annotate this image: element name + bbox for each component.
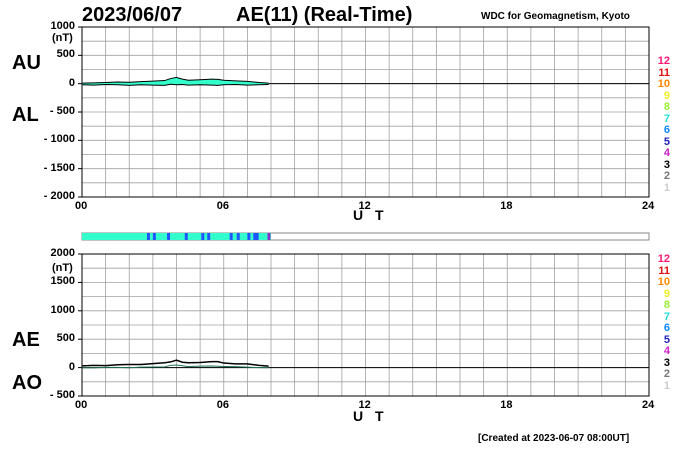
au-al-band — [82, 77, 269, 86]
plot-frame — [81, 253, 650, 397]
y-tick-label: 0 — [68, 360, 75, 373]
x-tick-label: 24 — [642, 200, 655, 212]
legend-station-count: 2 — [663, 170, 670, 182]
legend-station-count: 7 — [663, 310, 670, 323]
x-tick-label: 18 — [500, 200, 513, 212]
x-axis-label-1: U T — [353, 207, 388, 223]
x-tick-label: 24 — [642, 399, 655, 411]
unit-label-1: (nT) — [52, 32, 73, 44]
x-tick-label: 06 — [216, 200, 229, 212]
coverage-mark — [229, 233, 233, 240]
x-tick-label: 00 — [75, 200, 88, 212]
legend-station-count: 5 — [663, 135, 670, 148]
coverage-mark — [207, 233, 211, 240]
created-timestamp: [Created at 2023-06-07 08:00UT] — [478, 433, 630, 444]
coverage-mark — [267, 233, 271, 240]
legend-station-count: 4 — [663, 345, 670, 357]
legend-station-count: 6 — [663, 124, 670, 136]
x-tick-label: 00 — [75, 399, 88, 411]
coverage-mark — [167, 233, 171, 240]
legend-station-count: 12 — [657, 55, 670, 67]
x-axis-label-2: U T — [353, 408, 388, 424]
coverage-mark — [236, 233, 240, 240]
y-tick-label: 2000 — [50, 247, 75, 259]
chart-date: 2023/06/07 — [82, 4, 183, 26]
x-tick-label: 12 — [358, 399, 371, 411]
legend-station-count: 2 — [663, 368, 670, 380]
coverage-mark — [146, 233, 150, 240]
y-tick-label: - 500 — [49, 105, 75, 117]
al-label: AL — [12, 104, 39, 126]
y-tick-label: 500 — [56, 48, 75, 61]
x-tick-label: 06 — [216, 399, 229, 411]
y-tick-label: - 500 — [49, 389, 75, 401]
legend-station-count: 9 — [663, 287, 670, 300]
ao-series-line — [82, 364, 269, 369]
ae-series-line — [81, 359, 269, 367]
y-tick-label: - 1500 — [43, 161, 75, 174]
legend-station-count: 7 — [663, 112, 670, 125]
x-tick-label: 18 — [500, 399, 513, 411]
coverage-mark — [247, 233, 251, 240]
legend-station-count: 3 — [663, 158, 670, 171]
legend-station-count: 12 — [657, 253, 670, 265]
data-source: WDC for Geomagnetism, Kyoto — [481, 11, 630, 22]
y-tick-label: 1000 — [50, 303, 75, 316]
x-tick-label: 12 — [358, 200, 371, 212]
legend-station-count: 11 — [658, 66, 670, 79]
legend-station-count: 1 — [663, 379, 670, 392]
y-tick-label: 1500 — [50, 275, 75, 288]
coverage-bar-fill — [82, 233, 271, 240]
legend-station-count: 1 — [663, 181, 670, 194]
legend-station-count: 10 — [657, 276, 670, 288]
al-series-line — [81, 83, 269, 86]
au-series-line — [81, 76, 269, 84]
y-tick-label: - 1000 — [43, 133, 75, 146]
legend-station-count: 6 — [663, 322, 670, 334]
y-tick-label: 0 — [68, 76, 75, 89]
legend-station-count: 3 — [663, 356, 670, 369]
ao-label: AO — [12, 372, 42, 394]
legend-station-count: 5 — [663, 333, 670, 346]
coverage-mark — [201, 233, 205, 240]
coverage-mark — [255, 233, 259, 240]
chart-title: AE(11) (Real-Time) — [236, 4, 413, 26]
y-tick-label: 1000 — [50, 20, 75, 32]
legend-station-count: 9 — [663, 89, 670, 102]
coverage-mark — [184, 233, 188, 240]
ae-label: AE — [12, 329, 40, 351]
coverage-mark — [152, 233, 156, 240]
coverage-mark — [253, 233, 257, 240]
legend-station-count: 10 — [657, 78, 670, 90]
y-tick-label: 500 — [56, 332, 75, 345]
unit-label-2: (nT) — [52, 262, 73, 274]
legend-station-count: 11 — [658, 264, 670, 277]
legend-station-count: 8 — [663, 101, 670, 113]
legend-station-count: 4 — [663, 147, 670, 159]
y-tick-label: - 2000 — [43, 190, 75, 202]
au-label: AU — [12, 52, 41, 74]
legend-station-count: 8 — [663, 299, 670, 311]
